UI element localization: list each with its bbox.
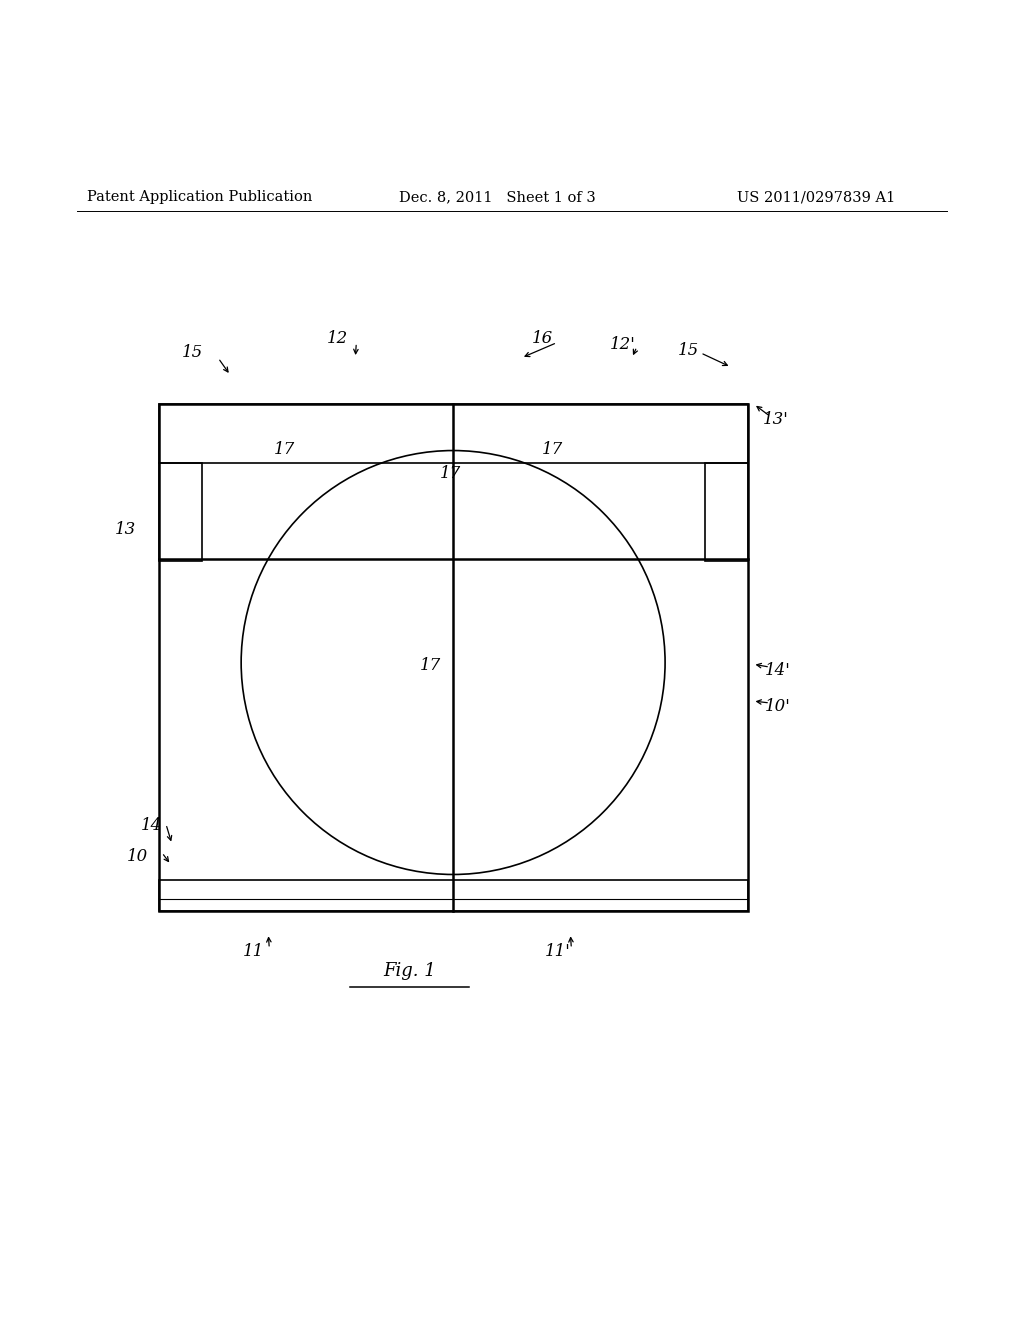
Text: 12: 12 xyxy=(328,330,348,347)
Text: US 2011/0297839 A1: US 2011/0297839 A1 xyxy=(737,190,896,205)
Text: 13': 13' xyxy=(763,411,790,428)
Text: 12': 12' xyxy=(609,337,636,354)
Text: Patent Application Publication: Patent Application Publication xyxy=(87,190,312,205)
Text: 14': 14' xyxy=(765,661,792,678)
Text: Fig. 1: Fig. 1 xyxy=(383,962,436,981)
Text: 10': 10' xyxy=(765,697,792,714)
Bar xyxy=(159,880,748,911)
Text: 14: 14 xyxy=(141,817,162,834)
Text: 17: 17 xyxy=(440,465,461,482)
Text: 17: 17 xyxy=(420,656,440,673)
Text: 10: 10 xyxy=(127,849,147,865)
Text: 15: 15 xyxy=(182,345,203,362)
Text: Dec. 8, 2011   Sheet 1 of 3: Dec. 8, 2011 Sheet 1 of 3 xyxy=(399,190,596,205)
Bar xyxy=(705,463,748,561)
Text: 17: 17 xyxy=(274,441,295,458)
Text: 15: 15 xyxy=(678,342,698,359)
Text: 13: 13 xyxy=(116,521,136,539)
Text: 11: 11 xyxy=(244,944,264,961)
Text: 11': 11' xyxy=(545,944,571,961)
Bar xyxy=(159,404,748,911)
Text: 17: 17 xyxy=(543,441,563,458)
Bar xyxy=(159,404,748,463)
Bar xyxy=(159,463,202,561)
Text: 16: 16 xyxy=(532,330,553,347)
